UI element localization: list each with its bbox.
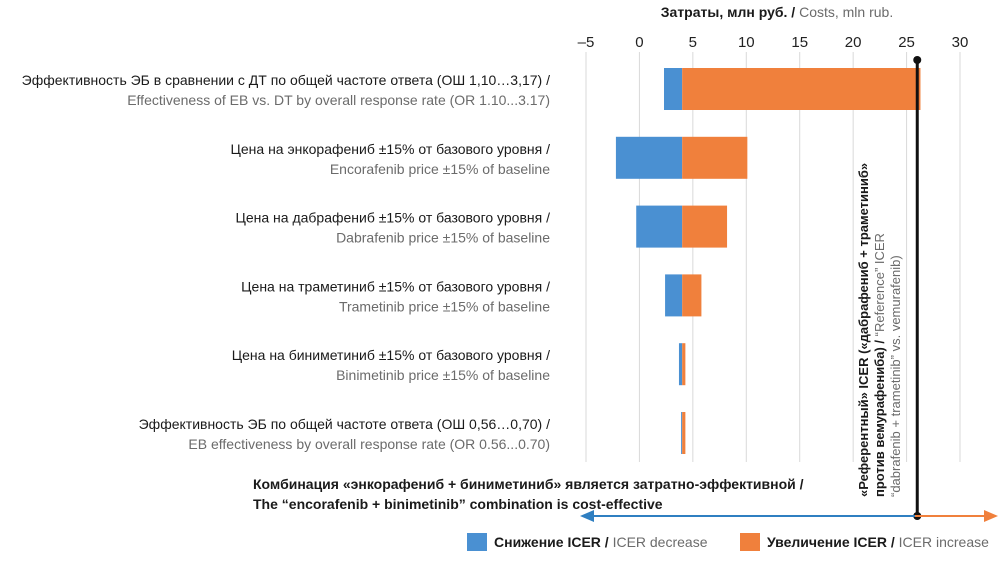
axis-title: Затраты, млн руб. / Costs, mln rub. (661, 4, 893, 20)
category-label-ru: Эффективность ЭБ по общей частоте ответа… (139, 416, 550, 432)
legend-swatch-decrease (467, 533, 487, 551)
legend-swatch-increase (740, 533, 760, 551)
category-label-en: Dabrafenib price ±15% of baseline (336, 230, 550, 246)
bars-group (615, 68, 921, 454)
x-tick-label: 0 (635, 34, 643, 51)
category-label-en: Effectiveness of EB vs. DT by overall re… (127, 92, 550, 108)
x-tick-label: 20 (845, 34, 862, 51)
category-labels: Эффективность ЭБ в сравнении с ДТ по общ… (22, 72, 551, 452)
bar-decrease (664, 68, 683, 110)
category-label-ru: Цена на дабрафениб ±15% от базового уров… (235, 210, 550, 226)
axis-title-en: Costs, mln rub. (799, 4, 893, 20)
x-tick-labels: –5 0 5 10 15 20 25 30 (578, 34, 969, 51)
arrow-right-head (984, 510, 998, 522)
cost-effective-annotation-ru: Комбинация «энкорафениб + биниметиниб» я… (253, 476, 804, 492)
reference-label-en-1: “Reference” ICER (872, 229, 887, 336)
cost-effective-annotation-en: The “encorafenib + binimetinib” combinat… (253, 496, 663, 512)
reference-label-ru-2: против вемурафениба) / (872, 336, 887, 497)
x-tick-label: 25 (898, 34, 915, 51)
x-tick-label: 5 (689, 34, 697, 51)
bar-increase (682, 136, 748, 179)
bar-decrease (636, 205, 683, 248)
reference-label-en-2: “dabrafenib + trametinib” vs. vemurafeni… (888, 255, 903, 497)
bar-decrease (681, 412, 683, 454)
x-tick-label: 10 (738, 34, 755, 51)
bar-decrease (615, 136, 683, 179)
axis-title-ru: Затраты, млн руб. (661, 4, 788, 20)
bar-decrease (678, 343, 683, 386)
category-label-en: Encorafenib price ±15% of baseline (330, 161, 550, 177)
category-label-ru: Эффективность ЭБ в сравнении с ДТ по общ… (22, 72, 550, 88)
legend-label-decrease: Снижение ICER / ICER decrease (494, 534, 708, 550)
bar-increase (682, 274, 702, 317)
category-label-ru: Цена на биниметиниб ±15% от базового уро… (232, 347, 550, 363)
category-label-en: Binimetinib price ±15% of baseline (336, 367, 550, 383)
reference-label: «Референтный» ICER («дабрафениб + трамет… (856, 159, 903, 497)
category-label-ru: Цена на энкорафениб ±15% от базового уро… (231, 141, 551, 157)
bar-increase (682, 412, 686, 454)
bar-increase (682, 68, 921, 110)
arrow-left-head (580, 510, 594, 522)
category-label-en: Trametinib price ±15% of baseline (339, 298, 550, 314)
legend: Снижение ICER / ICER decrease Увеличение… (467, 533, 989, 551)
x-tick-label: 15 (791, 34, 808, 51)
category-label-ru: Цена на траметиниб ±15% от базового уров… (241, 278, 550, 294)
direction-arrows (580, 510, 998, 522)
reference-label-ru-1: «Референтный» ICER («дабрафениб + трамет… (856, 163, 871, 497)
legend-label-increase: Увеличение ICER / ICER increase (767, 534, 989, 550)
category-label-en: EB effectiveness by overall response rat… (188, 436, 550, 452)
bar-increase (682, 343, 686, 386)
bar-increase (682, 205, 728, 248)
grid-lines (585, 52, 961, 462)
x-tick-label: 30 (952, 34, 969, 51)
x-tick-label: –5 (578, 34, 595, 51)
bar-decrease (665, 274, 683, 317)
reference-line-top-dot (913, 56, 922, 64)
